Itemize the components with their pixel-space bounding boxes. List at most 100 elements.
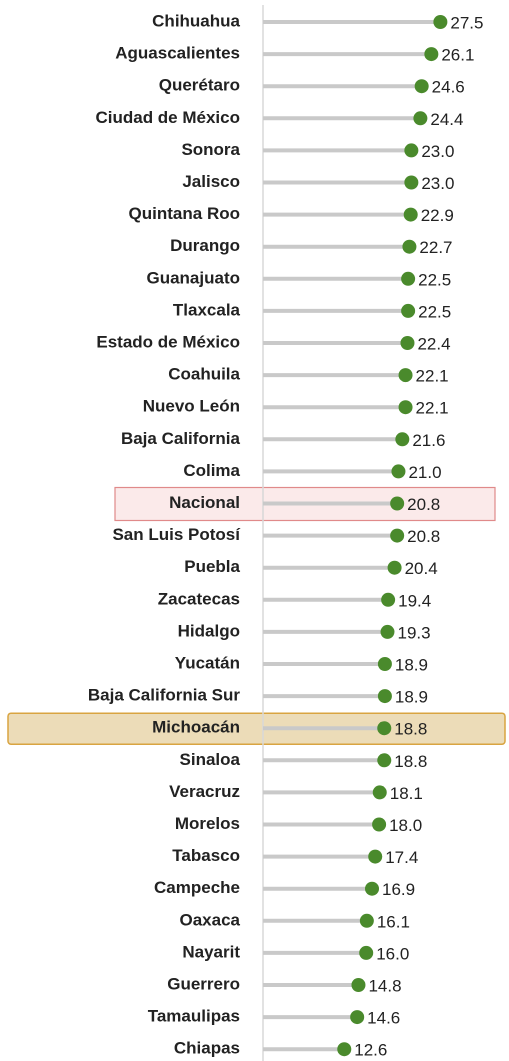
value-label: 16.0 [376, 944, 409, 963]
lollipop [263, 881, 380, 896]
dot [414, 79, 429, 94]
category-label: Chihuahua [152, 11, 240, 30]
dot [350, 1010, 365, 1025]
value-label: 24.4 [430, 110, 463, 129]
lollipop [263, 336, 415, 350]
dot [359, 945, 374, 960]
lollipop [263, 624, 395, 639]
category-label: San Luis Potosí [112, 525, 241, 544]
value-label: 22.1 [416, 367, 449, 386]
dot [380, 624, 395, 639]
category-label: Ciudad de México [95, 108, 240, 127]
dot [400, 336, 415, 350]
category-label: Hidalgo [178, 621, 240, 640]
lollipop [263, 657, 392, 671]
dot [401, 303, 416, 318]
value-label: 20.8 [407, 495, 440, 514]
value-label: 18.8 [394, 752, 427, 771]
dot [433, 15, 448, 29]
value-label: 23.0 [421, 174, 454, 193]
value-label: 26.1 [441, 46, 474, 65]
lollipop [263, 913, 374, 928]
dot [372, 785, 387, 800]
category-label: Quintana Roo [129, 204, 240, 223]
lollipop [263, 111, 428, 126]
category-label: Colima [183, 461, 240, 480]
category-label: Jalisco [182, 172, 240, 191]
lollipop [263, 368, 413, 383]
category-label: Chiapas [174, 1039, 240, 1058]
category-label: Querétaro [159, 76, 240, 95]
value-label: 22.7 [419, 238, 452, 257]
dot [424, 47, 439, 62]
category-label: Sonora [181, 140, 240, 159]
dot [377, 657, 392, 671]
lollipop [263, 207, 418, 222]
value-label: 16.9 [382, 880, 415, 899]
dot [413, 111, 428, 126]
category-label: Estado de México [96, 332, 240, 351]
dot [402, 239, 417, 254]
value-label: 16.1 [377, 912, 410, 931]
lollipop [263, 1010, 365, 1025]
category-label: Sinaloa [180, 750, 241, 769]
value-label: 21.6 [412, 431, 445, 450]
category-label: Nayarit [182, 942, 240, 961]
lollipop [263, 464, 406, 479]
value-label: 14.8 [368, 976, 401, 995]
value-label: 24.6 [432, 78, 465, 97]
category-label: Puebla [184, 557, 240, 576]
lollipop [263, 303, 416, 318]
dot [377, 689, 392, 704]
dot [401, 271, 416, 286]
category-label: Morelos [175, 814, 240, 833]
value-label: 27.5 [450, 13, 483, 32]
value-label: 14.6 [367, 1009, 400, 1028]
dot [365, 881, 380, 896]
dot [377, 721, 392, 736]
dot [403, 207, 418, 222]
lollipop [263, 528, 405, 543]
lollipop [263, 400, 413, 415]
category-label: Nuevo León [143, 397, 240, 416]
dot [377, 753, 392, 768]
dot [395, 432, 410, 447]
category-label: Michoacán [152, 718, 240, 737]
lollipop [263, 945, 374, 960]
lollipop [263, 271, 416, 286]
highlight-michoacan [7, 712, 506, 745]
value-label: 17.4 [385, 848, 418, 867]
category-label: Baja California Sur [88, 686, 240, 705]
dot [387, 560, 402, 575]
value-label: 19.4 [398, 591, 431, 610]
lollipop [263, 239, 417, 254]
category-label: Veracruz [169, 782, 240, 801]
value-label: 23.0 [421, 142, 454, 161]
dot [381, 592, 396, 607]
category-label: Guanajuato [146, 268, 240, 287]
lollipop [263, 15, 448, 29]
value-label: 12.6 [354, 1041, 387, 1060]
lollipop [263, 560, 402, 575]
lollipop [263, 817, 387, 832]
dot [391, 464, 406, 479]
dot [351, 978, 366, 992]
value-label: 18.9 [395, 688, 428, 707]
lollipop [263, 143, 419, 158]
value-label: 22.5 [418, 270, 451, 289]
dot [398, 400, 413, 415]
category-label: Guerrero [167, 974, 240, 993]
lollipop [263, 592, 396, 607]
value-label: 18.9 [395, 655, 428, 674]
dot [372, 817, 387, 832]
dot [359, 913, 374, 928]
dot [368, 849, 383, 864]
value-label: 19.3 [397, 623, 430, 642]
lollipop [263, 721, 392, 736]
dot [404, 143, 419, 158]
lollipop [263, 79, 429, 94]
value-label: 20.8 [407, 527, 440, 546]
value-label: 22.5 [418, 302, 451, 321]
lollipop [263, 1042, 352, 1057]
